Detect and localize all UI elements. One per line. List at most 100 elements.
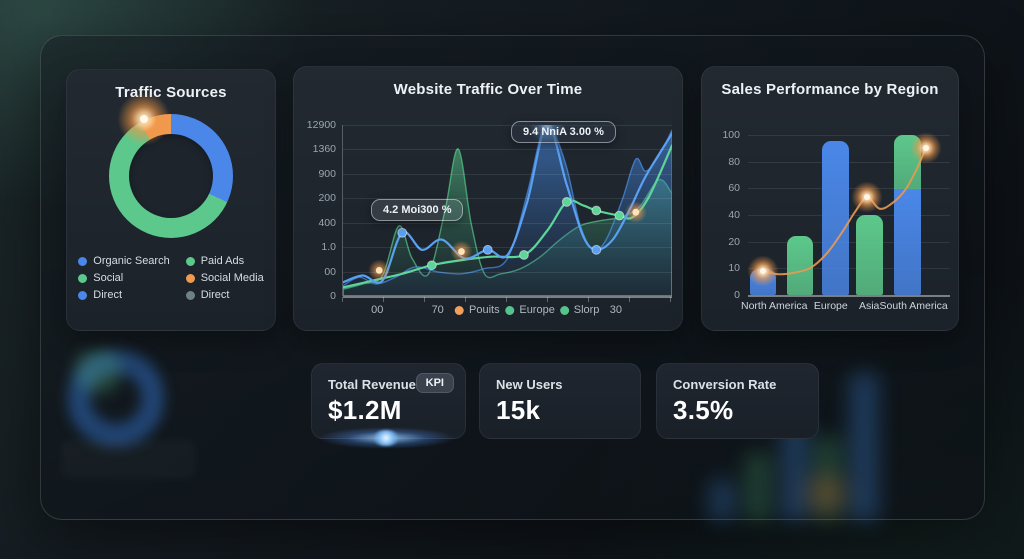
x-category-label-north-america: North America	[740, 300, 808, 312]
donut-highlight-core	[140, 115, 148, 123]
legend-dot-icon	[185, 290, 195, 300]
y-tick-label: 12900	[306, 119, 336, 131]
peak-tooltip: 9.4 NniA 3.00 %	[511, 121, 616, 143]
ghost-bar	[815, 437, 841, 521]
legend-dot-icon	[78, 256, 88, 266]
x-tick-label-30: 30	[610, 304, 622, 316]
x-category-label-asia: Asia	[858, 300, 880, 312]
y-tick-label: 1.0	[321, 241, 336, 254]
gridline	[748, 268, 950, 270]
ghost-card-decoration	[61, 439, 196, 479]
legend-label: Direct	[200, 289, 230, 301]
y-tick-label: 20	[728, 235, 740, 248]
bar-south-america[interactable]	[856, 215, 883, 295]
gridline	[343, 125, 672, 126]
kpi-label: Total Revenue	[328, 377, 416, 392]
ghost-bars-decoration	[703, 356, 918, 521]
traffic-sources-panel: Traffic Sources Organic Search Paid Ads So…	[66, 69, 276, 331]
legend-dot-icon	[185, 273, 195, 283]
x-item-text: 70	[431, 304, 444, 316]
kpi-value: $1.2M	[328, 395, 402, 425]
dashboard-container: Traffic Sources Organic Search Paid Ads So…	[40, 35, 985, 521]
legend-label: Paid Ads	[200, 255, 245, 267]
y-tick-label: 100	[722, 129, 740, 141]
line-chart-x-ticks	[342, 297, 672, 302]
legend-item-organic-search[interactable]: Organic Search	[78, 255, 170, 267]
donut-hole	[129, 134, 213, 218]
x-tick-label-00: 00	[371, 304, 383, 316]
ghost-orange-glow	[795, 466, 857, 521]
kpi-value: 15k	[496, 395, 541, 425]
website-traffic-panel: Website Traffic Over Time 12900 1360 900 20…	[293, 66, 683, 331]
legend-item-direct[interactable]: Direct	[78, 289, 169, 301]
gridline	[343, 296, 672, 298]
bar-chart-trend-line	[762, 146, 927, 276]
bar-segment	[894, 189, 921, 295]
legend-item-direct[interactable]: Direct	[185, 289, 264, 301]
kpi-card-conversion-rate: Conversion Rate 3.5%	[656, 363, 819, 439]
series-legend-europe[interactable]: Europe	[505, 304, 555, 316]
bar-asia[interactable]	[822, 141, 849, 295]
y-tick-label: 900	[318, 167, 336, 180]
y-tick-label: 80	[728, 155, 740, 168]
mid-tooltip: 4.2 Moi300 %	[371, 199, 464, 221]
gridline	[748, 188, 950, 190]
gridline	[748, 135, 950, 136]
x-item-text: 30	[609, 304, 623, 316]
y-tick-label: 0	[330, 290, 336, 302]
gridline	[343, 271, 672, 273]
y-tick-label: 200	[318, 192, 336, 205]
ghost-bar	[849, 373, 879, 521]
bar-chart-y-axis: 100 80 60 40 20 10 0	[710, 129, 740, 301]
x-category-label-south-america: South America	[879, 300, 948, 312]
trend-glow-point	[850, 180, 885, 215]
x-item-text: Slorp	[573, 304, 600, 316]
sales-region-title: Sales Performance by Region	[721, 81, 939, 98]
legend-item-social-media[interactable]: Social Media	[185, 272, 264, 284]
x-category-label-europe: Europe	[813, 300, 848, 312]
legend-dot-icon	[185, 256, 195, 266]
legend-dot-icon	[559, 305, 569, 315]
kpi-value: 3.5%	[673, 395, 734, 425]
legend-dot-icon	[78, 273, 88, 283]
bar-segment	[856, 215, 883, 295]
website-traffic-title: Website Traffic Over Time	[393, 81, 583, 98]
legend-dot-icon	[455, 305, 465, 315]
kpi-label: New Users	[496, 377, 563, 392]
bar-europe[interactable]	[786, 235, 814, 295]
line-chart-plot[interactable]: 9.4 NniA 3.00 % 4.2 Moi300 %	[342, 121, 672, 298]
x-item-text: Pouits	[469, 304, 500, 316]
legend-dot-icon	[505, 305, 515, 315]
gridline	[343, 149, 672, 151]
gridline	[748, 215, 950, 216]
legend-label: Social Media	[200, 272, 264, 284]
trend-glow-point	[746, 254, 781, 288]
kpi-badge: KPI	[415, 373, 454, 393]
y-tick-label: 60	[728, 182, 740, 195]
traffic-sources-donut-wrap	[109, 90, 233, 238]
y-tick-label: 00	[324, 265, 336, 278]
legend-label: Organic Search	[93, 255, 170, 267]
series-legend-pouits[interactable]: Pouits	[455, 304, 500, 316]
ghost-bar	[709, 479, 735, 521]
legend-item-social[interactable]: Social	[78, 272, 169, 284]
ghost-bar	[745, 453, 771, 521]
gridline	[748, 295, 950, 297]
bar-segment	[786, 235, 814, 295]
x-item-text: Europe	[519, 304, 555, 316]
gridline	[343, 198, 672, 200]
kpi-card-new-users: New Users 15k	[479, 363, 641, 439]
y-tick-label: 40	[728, 209, 740, 221]
y-tick-label: 0	[734, 289, 740, 301]
gridline	[343, 173, 672, 175]
series-legend-slorp[interactable]: Slorp	[559, 304, 600, 316]
bar-chart-x-axis: North America Europe Asia South America	[741, 300, 950, 318]
legend-label: Direct	[93, 289, 123, 301]
gridline	[748, 161, 950, 163]
line-chart-svg	[343, 125, 672, 296]
gridline	[343, 247, 672, 249]
legend-dot-icon	[78, 290, 88, 300]
bar-chart-plot[interactable]	[746, 130, 950, 297]
bar-segment	[822, 141, 849, 295]
legend-item-paid-ads[interactable]: Paid Ads	[185, 255, 264, 267]
